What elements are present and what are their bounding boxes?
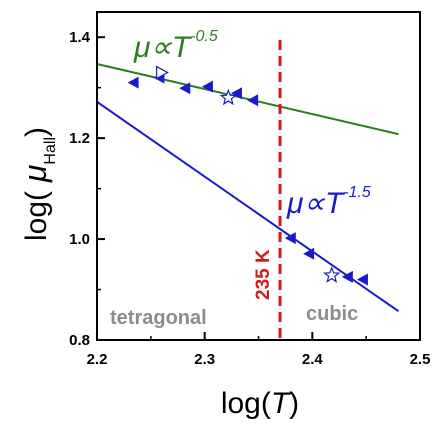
data-point [323, 266, 341, 283]
y-tick-label: 1.4 [69, 29, 91, 46]
fit-line-0 [96, 63, 399, 136]
tick-labels: 2.2 2.3 2.4 2.5 0.8 1.0 1.2 1.4 [69, 29, 430, 368]
y-tick-label: 1.0 [69, 231, 90, 248]
x-tick-label: 2.5 [410, 351, 431, 368]
data-markers [127, 65, 368, 286]
data-point [341, 270, 353, 283]
y-axis-title: log( μHall) [17, 127, 59, 241]
data-point [356, 273, 368, 286]
data-point [201, 80, 213, 93]
reference-line-label: 235 K [253, 249, 274, 300]
fit-label-slow-base: μ∝T [133, 31, 193, 64]
y-tick-label: 1.2 [69, 130, 90, 147]
data-point [247, 94, 259, 107]
fit-label-slow: μ∝T-0.5 [133, 28, 218, 64]
x-tick-label: 2.4 [302, 351, 324, 368]
data-point [179, 82, 191, 95]
data-point [219, 88, 238, 106]
x-tick-label: 2.3 [194, 351, 215, 368]
region-label-tetragonal: tetragonal [110, 307, 207, 329]
fit-label-fast-exponent: -1.5 [343, 184, 371, 201]
data-point [230, 87, 242, 100]
region-label-cubic: cubic [306, 303, 358, 325]
data-point [156, 65, 169, 80]
data-point [127, 76, 139, 89]
data-point [303, 247, 315, 260]
data-point [284, 232, 296, 245]
fit-label-slow-exponent: -0.5 [190, 28, 218, 45]
fit-label-fast-base: μ∝T [286, 187, 346, 220]
y-tick-label: 0.8 [69, 332, 90, 349]
fit-label-fast: μ∝T-1.5 [286, 184, 371, 220]
x-tick-label: 2.2 [87, 351, 108, 368]
x-axis-title: log(T) [221, 387, 299, 420]
plot-frame [96, 11, 421, 341]
fit-line-1 [96, 101, 400, 313]
